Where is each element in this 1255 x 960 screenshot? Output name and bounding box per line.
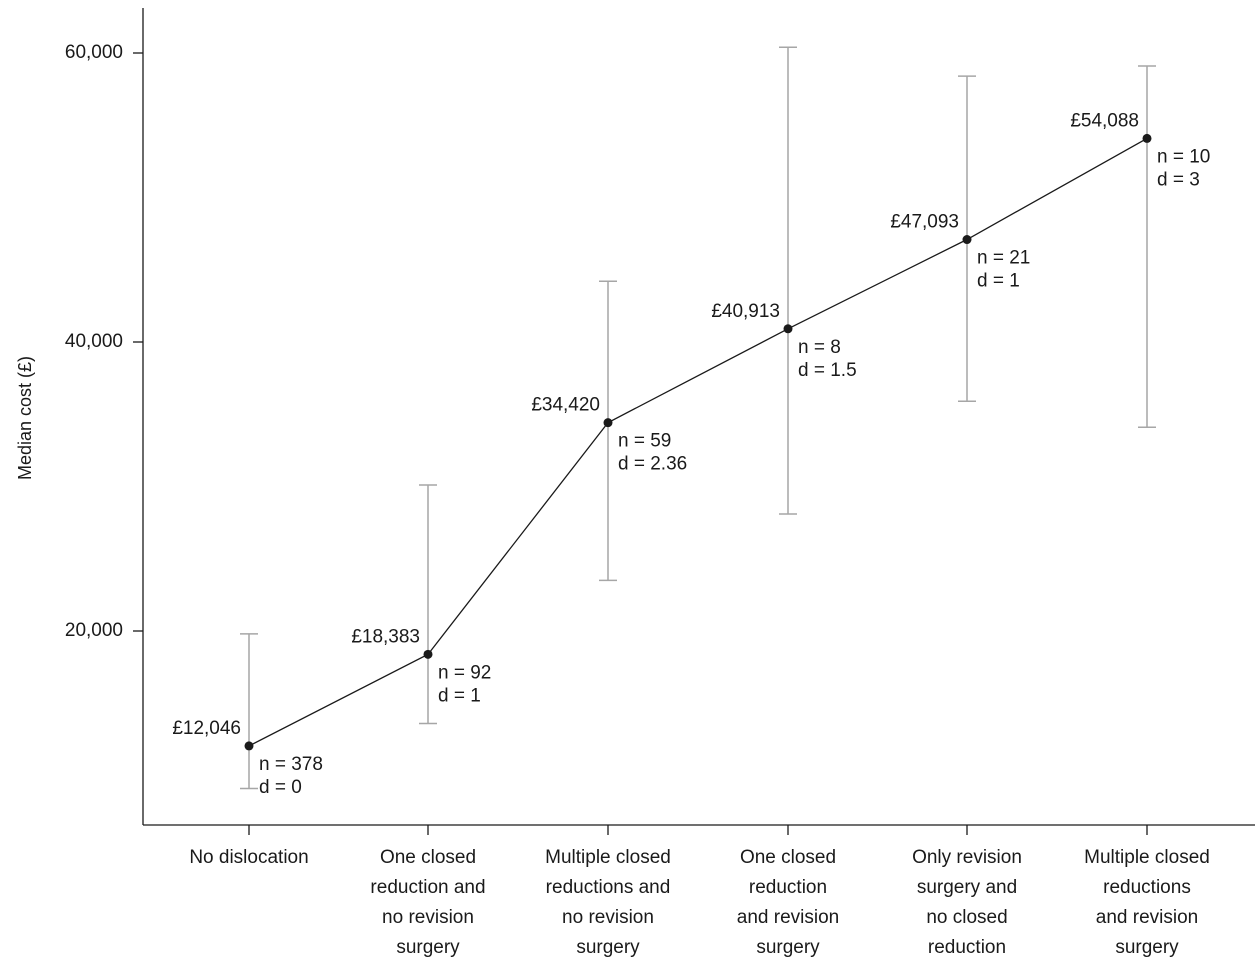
x-tick-label-line: surgery bbox=[396, 937, 460, 958]
value-label: £40,913 bbox=[711, 301, 780, 322]
data-point bbox=[603, 418, 613, 428]
n-label: n = 92 bbox=[438, 662, 491, 683]
value-label: £54,088 bbox=[1070, 110, 1139, 131]
n-label: n = 8 bbox=[798, 337, 841, 358]
x-ticks: No dislocation One closed reduction and no … bbox=[189, 825, 1210, 958]
data-point bbox=[1142, 133, 1152, 143]
d-label: d = 2.36 bbox=[618, 454, 687, 475]
x-tick-label-line: no revision bbox=[562, 907, 654, 928]
x-tick-label-line: no revision bbox=[382, 907, 474, 928]
x-tick-label-line: surgery and bbox=[917, 877, 1017, 898]
n-label: n = 21 bbox=[977, 248, 1030, 269]
x-tick-label-line: reduction bbox=[928, 937, 1006, 958]
series-line bbox=[248, 137, 1148, 747]
x-tick-label-line: Multiple closed bbox=[545, 847, 671, 868]
value-label: £47,093 bbox=[890, 212, 959, 233]
data-point bbox=[962, 235, 972, 245]
n-label: n = 59 bbox=[618, 431, 671, 452]
x-tick-label: Multiple closed reductions and no revision… bbox=[545, 847, 671, 958]
median-cost-series bbox=[244, 133, 1152, 751]
n-label: n = 10 bbox=[1157, 146, 1210, 167]
x-tick-label-line: No dislocation bbox=[189, 847, 308, 868]
d-label: d = 3 bbox=[1157, 169, 1200, 190]
data-point bbox=[244, 741, 254, 751]
value-label: £34,420 bbox=[531, 395, 600, 416]
axes bbox=[142, 8, 1255, 826]
data-point bbox=[423, 649, 433, 659]
x-tick-label-line: reductions bbox=[1103, 877, 1191, 898]
y-tick-label: 20,000 bbox=[65, 620, 123, 641]
x-tick-label-line: surgery bbox=[1115, 937, 1179, 958]
d-label: d = 1 bbox=[977, 271, 1020, 292]
x-tick-label-line: reductions and bbox=[546, 877, 671, 898]
x-tick-label-line: Multiple closed bbox=[1084, 847, 1210, 868]
x-tick-label-line: One closed bbox=[380, 847, 476, 868]
value-label: £12,046 bbox=[172, 718, 241, 739]
x-tick-label-line: Only revision bbox=[912, 847, 1022, 868]
y-axis-label: Median cost (£) bbox=[15, 356, 35, 480]
x-tick-label-line: reduction and bbox=[370, 877, 485, 898]
x-tick-label-line: surgery bbox=[576, 937, 640, 958]
n-label: n = 378 bbox=[259, 754, 323, 775]
x-tick-label-line: no closed bbox=[926, 907, 1007, 928]
x-tick-label-line: surgery bbox=[756, 937, 820, 958]
x-tick-label-line: and revision bbox=[737, 907, 839, 928]
x-tick-label: Only revision surgery and no closed reducti… bbox=[912, 847, 1022, 958]
x-tick-label-line: and revision bbox=[1096, 907, 1198, 928]
value-label: £18,383 bbox=[351, 626, 420, 647]
error-bars bbox=[240, 46, 1156, 790]
x-tick-label: One closed reduction and revision surgery bbox=[737, 847, 839, 958]
d-label: d = 1 bbox=[438, 685, 481, 706]
y-tick-label: 40,000 bbox=[65, 331, 123, 352]
x-tick-label: Multiple closed reductions and revision sur… bbox=[1084, 847, 1210, 958]
x-tick-label-line: One closed bbox=[740, 847, 836, 868]
y-ticks: 20,000 40,000 60,000 bbox=[65, 42, 143, 641]
d-label: d = 0 bbox=[259, 777, 302, 798]
x-tick-label: One closed reduction and no revision surger… bbox=[370, 847, 485, 958]
x-tick-label: No dislocation bbox=[189, 847, 308, 868]
data-point bbox=[783, 324, 793, 334]
x-tick-label-line: reduction bbox=[749, 877, 827, 898]
d-label: d = 1.5 bbox=[798, 360, 857, 381]
y-tick-label: 60,000 bbox=[65, 42, 123, 63]
